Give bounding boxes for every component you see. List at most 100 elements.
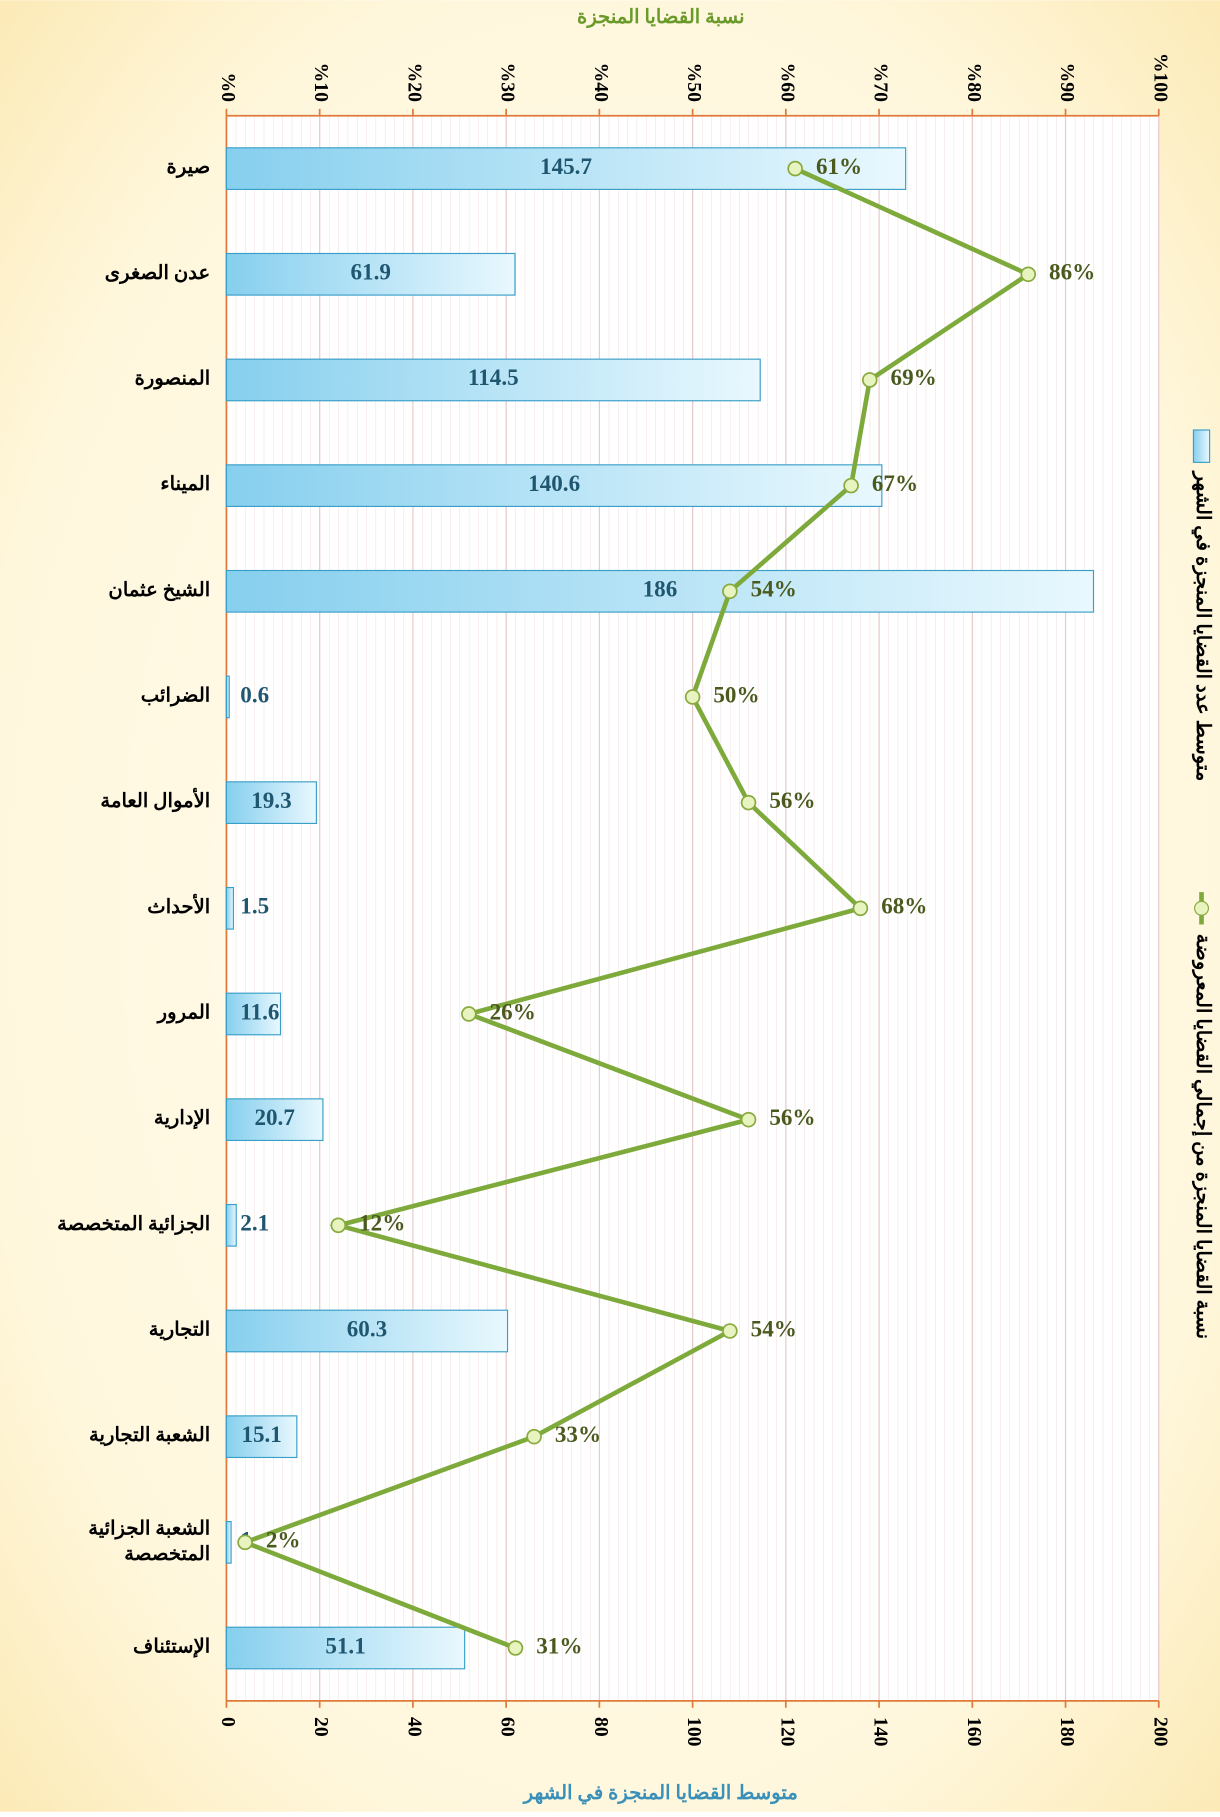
line-point (861, 372, 878, 388)
category-label: الأحداث (147, 893, 210, 918)
legend-swatch (1194, 900, 1210, 916)
bar (225, 464, 883, 507)
bar (225, 569, 1095, 613)
category-label: المنصورة (135, 367, 211, 390)
legend-swatch (1192, 429, 1211, 463)
bar-value-label: 2.1 (240, 1210, 269, 1236)
category-label: الجزائية المتخصصة (57, 1213, 210, 1236)
line-value-label: 31% (536, 1632, 582, 1658)
bar (225, 675, 230, 719)
y2-tick-label: %70 (870, 63, 892, 102)
bar-value-label: 1.5 (240, 893, 269, 919)
category-label: الشيخ عثمان (108, 579, 210, 602)
bar (225, 1203, 237, 1247)
category-label: الإدارية (154, 1107, 210, 1130)
bar-value-label: 11.6 (240, 998, 279, 1024)
category-label: صيرة (167, 156, 211, 179)
legend-label: نسبة القضايا المنجزة من إجمالي القضايا ا… (1191, 934, 1214, 1339)
y-tick-label: 40 (403, 1717, 425, 1737)
line-point (740, 794, 757, 811)
y2-tick-label: %50 (683, 63, 705, 102)
category-label: الأموال العامة (100, 787, 210, 813)
y2-tick-label: %60 (776, 63, 798, 102)
bar (225, 1520, 232, 1564)
category-label: الشعبة التجارية (89, 1424, 210, 1447)
bar-value-label: 186 (643, 576, 678, 602)
category-label: الميناء (160, 473, 210, 495)
category-label: الإستئناف (133, 1636, 210, 1659)
line-value-label: 69% (891, 364, 937, 390)
y2-tick-label: %100 (1149, 53, 1171, 102)
y-tick-label: 180 (1056, 1717, 1078, 1747)
line-point (330, 1217, 347, 1234)
bar (225, 252, 516, 296)
bar (225, 781, 317, 825)
bar (225, 992, 282, 1036)
category-label: عدن الصغرى (105, 262, 210, 285)
line-value-label: 50% (713, 681, 759, 707)
line-point (1020, 266, 1037, 283)
line-point (740, 1111, 757, 1128)
bar (225, 1626, 466, 1670)
category-label: الضرائب (141, 684, 210, 707)
y-tick-label: 200 (1149, 1717, 1171, 1747)
y-tick-label: 60 (497, 1717, 519, 1737)
y-tick-label: 80 (590, 1717, 612, 1737)
y2-tick-label: %10 (310, 63, 332, 102)
line-value-label: 67% (872, 470, 918, 496)
line-point (843, 477, 859, 494)
y-axis-title: متوسط القضايا المنجزة في الشهر (522, 1782, 798, 1805)
category-label: المرور (156, 1001, 211, 1024)
line-value-label: 54% (751, 1315, 797, 1341)
line-point (787, 160, 803, 177)
line-value-label: 26% (490, 998, 536, 1024)
y-tick-label: 20 (310, 1717, 332, 1737)
line-point (237, 1534, 253, 1551)
bar-value-label: 60.3 (347, 1315, 387, 1341)
line-value-label: 68% (881, 893, 927, 919)
line-point (461, 1006, 477, 1022)
line-point (722, 1323, 738, 1339)
line-value-label: 12% (359, 1210, 405, 1236)
bar-value-label: 61.9 (351, 259, 391, 285)
y2-tick-label: %90 (1056, 63, 1078, 102)
line-value-label: 56% (769, 1104, 815, 1130)
bar (225, 358, 761, 402)
legend-label: متوسط عدد القضايا المنجزة في الشهر (1191, 470, 1214, 782)
y-tick-label: 100 (683, 1717, 705, 1747)
y2-tick-label: %40 (590, 63, 612, 102)
bar-value-label: 20.7 (254, 1104, 294, 1130)
line-point (684, 689, 701, 705)
line-point (722, 583, 738, 600)
y2-tick-label: %0 (217, 72, 239, 102)
line-value-label: 61% (816, 153, 862, 179)
line-value-label: 54% (751, 576, 797, 602)
bar (225, 1098, 324, 1142)
bar-value-label: 0.6 (240, 681, 269, 707)
line-point (526, 1428, 542, 1445)
y2-tick-label: %80 (963, 63, 985, 102)
bar (225, 1309, 509, 1353)
line-point (507, 1640, 524, 1656)
line-value-label: 2% (266, 1527, 301, 1553)
bar-value-label: 114.5 (468, 364, 519, 390)
bar-value-label: 51.1 (325, 1632, 365, 1658)
bar-value-label: 19.3 (251, 787, 291, 813)
line-value-label: 33% (555, 1421, 601, 1447)
line-value-label: 56% (769, 787, 815, 813)
y2-axis-title: نسبة القضايا المنجزة (577, 6, 745, 29)
y-tick-label: 0 (217, 1717, 239, 1727)
y2-tick-label: %30 (497, 63, 519, 102)
category-label: التجارية (149, 1318, 210, 1341)
line-point (852, 900, 869, 917)
bar-value-label: 140.6 (528, 470, 580, 496)
bar-value-label: 145.7 (540, 153, 592, 179)
category-label: الشعبة الجزائية المتخصصة (88, 1517, 210, 1564)
bar (225, 1415, 298, 1459)
y-tick-label: 160 (963, 1717, 985, 1747)
y2-tick-label: %20 (403, 63, 425, 102)
bar (225, 886, 235, 930)
y-tick-label: 140 (870, 1717, 892, 1747)
bar-value-label: 15.1 (241, 1421, 281, 1447)
